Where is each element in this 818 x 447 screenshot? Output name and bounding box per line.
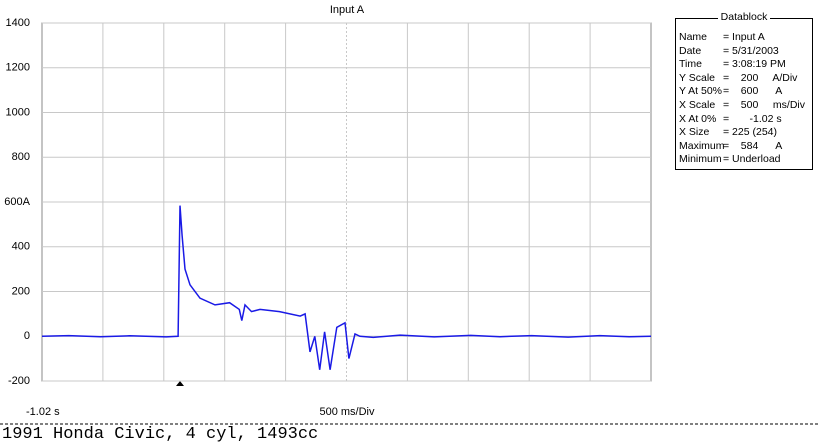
y-tick-label: 1400 [6,17,30,29]
datablock-row: Name = Input A [679,31,765,45]
datablock-key: Maximum [679,139,725,152]
datablock-value: = 200 A/Div [723,71,798,84]
datablock-title-text: Datablock [717,11,771,23]
y-tick-label: 400 [12,241,30,253]
datablock-key: Time [679,58,702,71]
y-tick-label: 800 [12,151,30,163]
x-scale-label: 500 ms/Div [319,406,375,418]
datablock-value: = 3:08:19 PM [723,58,786,71]
datablock-key: Y At 50% [679,85,723,98]
datablock-value: = Input A [723,31,765,43]
datablock-value: = 5/31/2003 [723,44,779,57]
y-tick-label: 600A [4,196,30,208]
datablock-value: = 600 A [723,85,783,98]
datablock-row: X Scale = 500 ms/Div [679,99,805,113]
datablock-value: = -1.02 s [723,112,782,125]
datablock-title: Datablock [676,11,812,23]
x-start-label: -1.02 s [26,406,60,418]
datablock-row: Time = 3:08:19 PM [679,58,786,72]
datablock-key: Date [679,44,702,57]
datablock-row: Minimum= Underload [679,153,781,167]
y-tick-label: 1200 [6,62,30,74]
datablock-row: X Size = 225 (254) [679,126,777,140]
datablock-key: Y Scale [679,71,715,84]
datablock-row: Y At 50%= 600 A [679,85,782,99]
trace [41,205,652,370]
y-tick-label: 1000 [6,106,30,118]
datablock: Datablock Name = Input A Date = 5/31/2003 Ti… [675,11,813,170]
y-tick-label: 0 [24,330,30,342]
datablock-key: Name [679,31,708,43]
datablock-value: = 500 ms/Div [723,99,805,111]
datablock-key: Minimum [679,153,722,166]
footer: 1991 Honda Civic, 4 cyl, 1493cc [2,425,319,444]
datablock-row: Maximum= 584 A [679,140,782,154]
datablock-row: X At 0% = -1.02 s [679,113,782,127]
datablock-key: X At 0% [679,112,717,125]
y-tick-label: 200 [12,285,30,297]
datablock-row: Date = 5/31/2003 [679,45,779,59]
datablock-row: Y Scale = 200 A/Div [679,72,797,86]
datablock-value: = 584 A [723,139,783,152]
datablock-key: X Scale [679,99,716,111]
datablock-value: = 225 (254) [723,126,777,139]
y-tick-label: -200 [8,375,30,387]
chart-title: Input A [330,4,365,16]
trigger-marker [176,381,184,386]
datablock-value: = Underload [723,153,781,166]
datablock-key: X Size [679,126,710,139]
